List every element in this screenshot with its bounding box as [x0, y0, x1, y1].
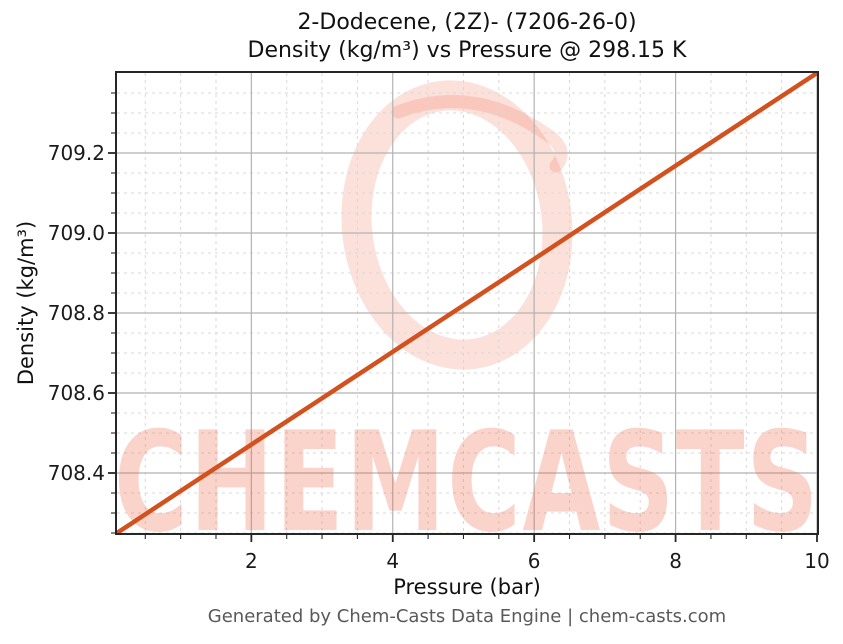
density-line [115, 71, 819, 535]
x-tick-label: 8 [669, 549, 682, 573]
y-tick-label: 708.6 [47, 381, 105, 405]
x-tick-label: 10 [804, 549, 830, 573]
watermark-text: CHEMCASTS [114, 403, 820, 563]
y-tick-label: 709.0 [47, 221, 105, 245]
x-axis-label: Pressure (bar) [393, 575, 541, 599]
y-tick-label: 708.8 [47, 301, 105, 325]
chart-title-line-1: 2-Dodecene, (2Z)- (7206-26-0) [297, 10, 637, 35]
watermark-ring-swoosh-icon [391, 95, 568, 173]
y-tick-label: 708.4 [47, 461, 105, 485]
plot-frame [115, 71, 819, 535]
x-tick-label: 4 [386, 549, 400, 573]
x-tick-label: 2 [244, 549, 258, 573]
y-axis-label: Density (kg/m³) [14, 220, 38, 386]
chart-title-line-2: Density (kg/m³) vs Pressure @ 298.15 K [247, 38, 687, 63]
x-tick-label: 6 [527, 549, 541, 573]
footer-credit: Generated by Chem-Casts Data Engine | ch… [207, 606, 727, 627]
watermark-ring-icon [341, 80, 573, 370]
y-tick-label: 709.2 [47, 141, 105, 165]
